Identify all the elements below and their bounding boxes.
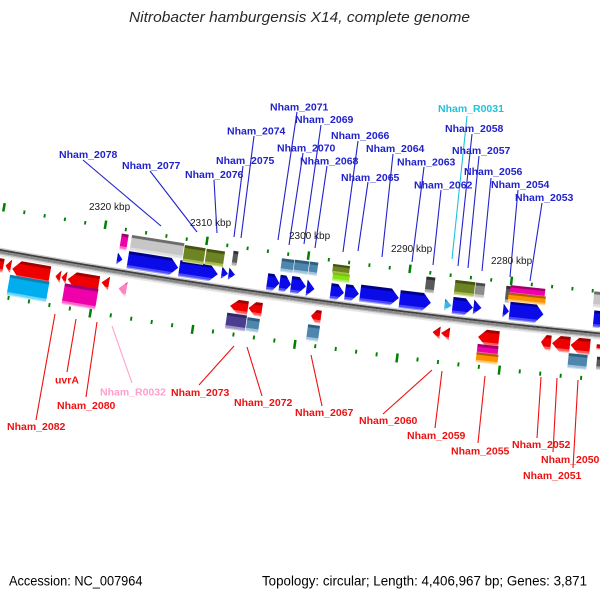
svg-text:Nham_2065: Nham_2065 [341, 172, 400, 184]
svg-text:uvrA: uvrA [55, 375, 79, 387]
svg-text:Nham_2052: Nham_2052 [512, 439, 571, 451]
svg-text:Nham_2070: Nham_2070 [277, 143, 336, 155]
svg-text:Nham_2057: Nham_2057 [452, 145, 511, 157]
svg-text:Nitrobacter hamburgensis X14,: Nitrobacter hamburgensis X14, complete g… [129, 9, 470, 26]
svg-text:Nham_2050: Nham_2050 [541, 454, 600, 466]
svg-text:Accession: NC_007964: Accession: NC_007964 [9, 574, 143, 589]
svg-text:Nham_2053: Nham_2053 [515, 192, 574, 204]
svg-text:2310 kbp: 2310 kbp [190, 218, 232, 229]
svg-text:Nham_2060: Nham_2060 [359, 415, 418, 427]
svg-text:Nham_R0031: Nham_R0031 [438, 103, 504, 115]
svg-text:2290 kbp: 2290 kbp [391, 244, 433, 255]
svg-text:Nham_2077: Nham_2077 [122, 160, 181, 172]
svg-text:Nham_2056: Nham_2056 [464, 166, 523, 178]
svg-text:2280 kbp: 2280 kbp [491, 256, 533, 267]
svg-text:Nham_2076: Nham_2076 [185, 169, 244, 181]
svg-text:Nham_2080: Nham_2080 [57, 400, 116, 412]
svg-text:Nham_2078: Nham_2078 [59, 149, 118, 161]
svg-text:Nham_2069: Nham_2069 [295, 114, 354, 126]
svg-text:Nham_2054: Nham_2054 [491, 179, 550, 191]
svg-text:Nham_2067: Nham_2067 [295, 407, 354, 419]
svg-text:Nham_2063: Nham_2063 [397, 157, 456, 169]
svg-text:2300 kbp: 2300 kbp [289, 231, 331, 242]
svg-text:Nham_2051: Nham_2051 [523, 470, 582, 482]
svg-text:Nham_2074: Nham_2074 [227, 126, 286, 138]
svg-text:Nham_2068: Nham_2068 [300, 156, 359, 168]
svg-text:Nham_2066: Nham_2066 [331, 130, 390, 142]
svg-text:Nham_2075: Nham_2075 [216, 155, 275, 167]
svg-text:Nham_2082: Nham_2082 [7, 421, 66, 433]
svg-text:Nham_2072: Nham_2072 [234, 397, 293, 409]
svg-text:Nham_2055: Nham_2055 [451, 446, 510, 458]
svg-text:Nham_2073: Nham_2073 [171, 387, 230, 399]
svg-text:Nham_2059: Nham_2059 [407, 430, 466, 442]
svg-text:Nham_2071: Nham_2071 [270, 102, 329, 114]
svg-text:Nham_2058: Nham_2058 [445, 123, 504, 135]
svg-text:Topology: circular; Length: 4,: Topology: circular; Length: 4,406,967 bp… [262, 574, 587, 589]
svg-text:Nham_2062: Nham_2062 [414, 180, 473, 192]
svg-text:2320 kbp: 2320 kbp [89, 202, 131, 213]
svg-text:Nham_R0032: Nham_R0032 [100, 387, 166, 399]
svg-text:Nham_2064: Nham_2064 [366, 143, 425, 155]
